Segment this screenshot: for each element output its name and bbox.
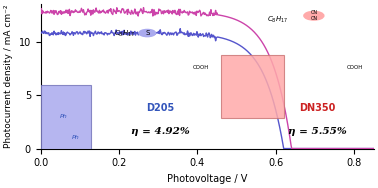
Text: η = 5.55%: η = 5.55% <box>288 127 347 136</box>
Circle shape <box>139 30 156 37</box>
Text: $C_8H_{17}$: $C_8H_{17}$ <box>267 14 288 25</box>
Text: COOH: COOH <box>347 65 364 70</box>
Text: S: S <box>145 30 149 36</box>
Text: CN
CN: CN CN <box>310 10 318 21</box>
Circle shape <box>304 11 324 20</box>
Y-axis label: Photocurrent density / mA cm⁻²: Photocurrent density / mA cm⁻² <box>4 5 13 148</box>
Text: DN350: DN350 <box>299 103 335 113</box>
Text: Ph: Ph <box>60 114 68 119</box>
FancyBboxPatch shape <box>41 85 91 149</box>
Text: η = 4.92%: η = 4.92% <box>131 127 190 136</box>
FancyBboxPatch shape <box>221 55 284 118</box>
Text: D205: D205 <box>147 103 175 113</box>
Text: Ph: Ph <box>72 134 79 139</box>
Text: COOH: COOH <box>192 65 209 70</box>
Text: $C_8H_{17}$: $C_8H_{17}$ <box>114 29 135 39</box>
X-axis label: Photovoltage / V: Photovoltage / V <box>167 174 248 184</box>
